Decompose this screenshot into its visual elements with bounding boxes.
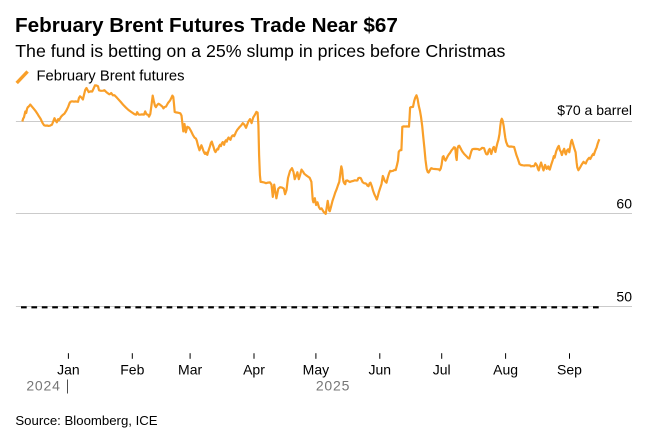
svg-text:50: 50 — [616, 289, 632, 305]
svg-text:Source: Bloomberg, ICE: Source: Bloomberg, ICE — [15, 413, 157, 428]
svg-text:Feb: Feb — [120, 362, 144, 378]
svg-text:Sep: Sep — [557, 362, 582, 378]
svg-text:Jun: Jun — [369, 362, 392, 378]
svg-text:2024: 2024 — [26, 377, 60, 393]
svg-text:February Brent Futures Trade N: February Brent Futures Trade Near $67 — [15, 14, 398, 37]
svg-text:Jul: Jul — [433, 362, 451, 378]
svg-text:May: May — [303, 362, 329, 378]
svg-text:$70 a barrel: $70 a barrel — [557, 102, 632, 118]
svg-text:Apr: Apr — [243, 362, 265, 378]
svg-text:Jan: Jan — [57, 362, 80, 378]
svg-text:Mar: Mar — [178, 362, 202, 378]
svg-text:Aug: Aug — [493, 362, 518, 378]
svg-text:February Brent futures: February Brent futures — [37, 69, 185, 85]
svg-text:The fund is betting on a 25% s: The fund is betting on a 25% slump in pr… — [15, 41, 505, 61]
svg-text:60: 60 — [616, 195, 632, 211]
svg-text:2025: 2025 — [316, 377, 350, 393]
